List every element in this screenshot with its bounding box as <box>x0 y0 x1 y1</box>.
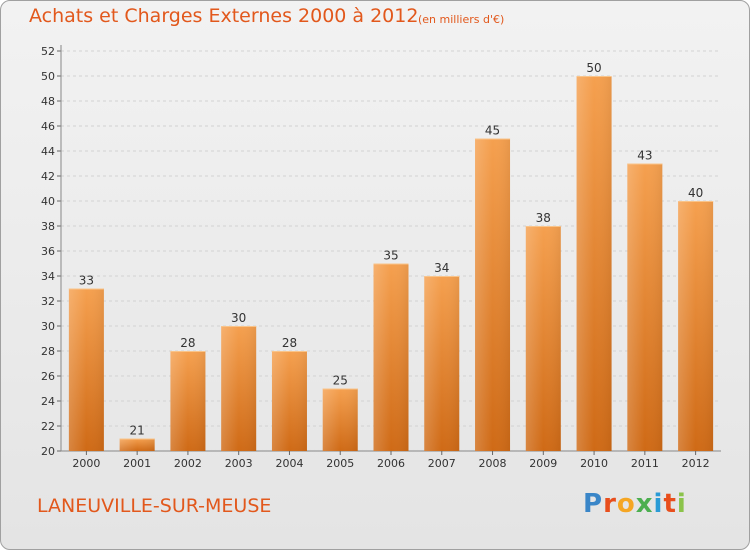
y-tick-label: 50 <box>41 70 55 83</box>
y-tick-label: 26 <box>41 370 55 383</box>
x-tick-label: 2012 <box>682 457 710 470</box>
data-label: 38 <box>536 211 551 225</box>
x-tick-label: 2010 <box>580 457 608 470</box>
data-label: 28 <box>180 336 195 350</box>
commune-name: LANEUVILLE-SUR-MEUSE <box>37 495 272 517</box>
data-label: 28 <box>282 336 297 350</box>
y-tick-label: 36 <box>41 245 55 258</box>
bar-shine <box>475 138 511 451</box>
logo-letter: P <box>583 489 604 519</box>
x-tick-label: 2006 <box>377 457 405 470</box>
bar-shine <box>525 226 561 451</box>
x-tick-label: 2008 <box>479 457 507 470</box>
data-label: 30 <box>231 311 246 325</box>
y-tick-label: 28 <box>41 345 55 358</box>
y-tick-label: 34 <box>41 270 55 283</box>
y-tick-label: 22 <box>41 420 55 433</box>
x-tick-label: 2007 <box>428 457 456 470</box>
y-tick-label: 42 <box>41 170 55 183</box>
bar-shine <box>68 288 104 451</box>
bar-shine <box>271 351 307 451</box>
data-label: 34 <box>434 261 449 275</box>
data-label: 25 <box>333 374 348 388</box>
bar-shine <box>170 351 206 451</box>
x-tick-label: 2003 <box>225 457 253 470</box>
y-tick-label: 32 <box>41 295 55 308</box>
x-tick-label: 2000 <box>72 457 100 470</box>
y-tick-label: 48 <box>41 95 55 108</box>
data-label: 40 <box>688 186 703 200</box>
x-tick-label: 2002 <box>174 457 202 470</box>
x-tick-label: 2005 <box>326 457 354 470</box>
chart-unit: (en milliers d'€) <box>418 13 505 26</box>
bar-shine <box>221 326 257 451</box>
data-label: 21 <box>130 424 145 438</box>
data-label: 35 <box>383 249 398 263</box>
y-tick-label: 38 <box>41 220 55 233</box>
bar-shine <box>627 163 663 451</box>
data-label: 43 <box>637 149 652 163</box>
bar-shine <box>373 263 409 451</box>
data-label: 50 <box>586 61 601 75</box>
logo-letter: o <box>616 489 636 519</box>
y-tick-label: 46 <box>41 120 55 133</box>
bar-shine <box>678 201 714 451</box>
data-label: 33 <box>79 274 94 288</box>
y-tick-label: 52 <box>41 45 55 58</box>
logo-letter: i <box>653 489 664 519</box>
bar-shine <box>424 276 460 451</box>
bar-shine <box>119 438 155 451</box>
x-tick-label: 2004 <box>275 457 303 470</box>
chart-title: Achats et Charges Externes 2000 à 2012 <box>29 5 419 27</box>
y-tick-label: 20 <box>41 445 55 458</box>
y-tick-label: 44 <box>41 145 55 158</box>
proxiti-logo[interactable]: Proxiti <box>583 489 687 519</box>
data-label: 45 <box>485 124 500 138</box>
y-tick-label: 40 <box>41 195 55 208</box>
bar-shine <box>576 76 612 451</box>
logo-letter: i <box>676 489 687 519</box>
y-tick-label: 24 <box>41 395 55 408</box>
bar-shine <box>322 388 358 451</box>
logo-letter: x <box>635 489 654 519</box>
logo-letter: r <box>603 489 617 519</box>
x-tick-label: 2001 <box>123 457 151 470</box>
x-tick-label: 2011 <box>631 457 659 470</box>
logo-letter: t <box>663 489 677 519</box>
y-tick-label: 30 <box>41 320 55 333</box>
x-tick-label: 2009 <box>529 457 557 470</box>
